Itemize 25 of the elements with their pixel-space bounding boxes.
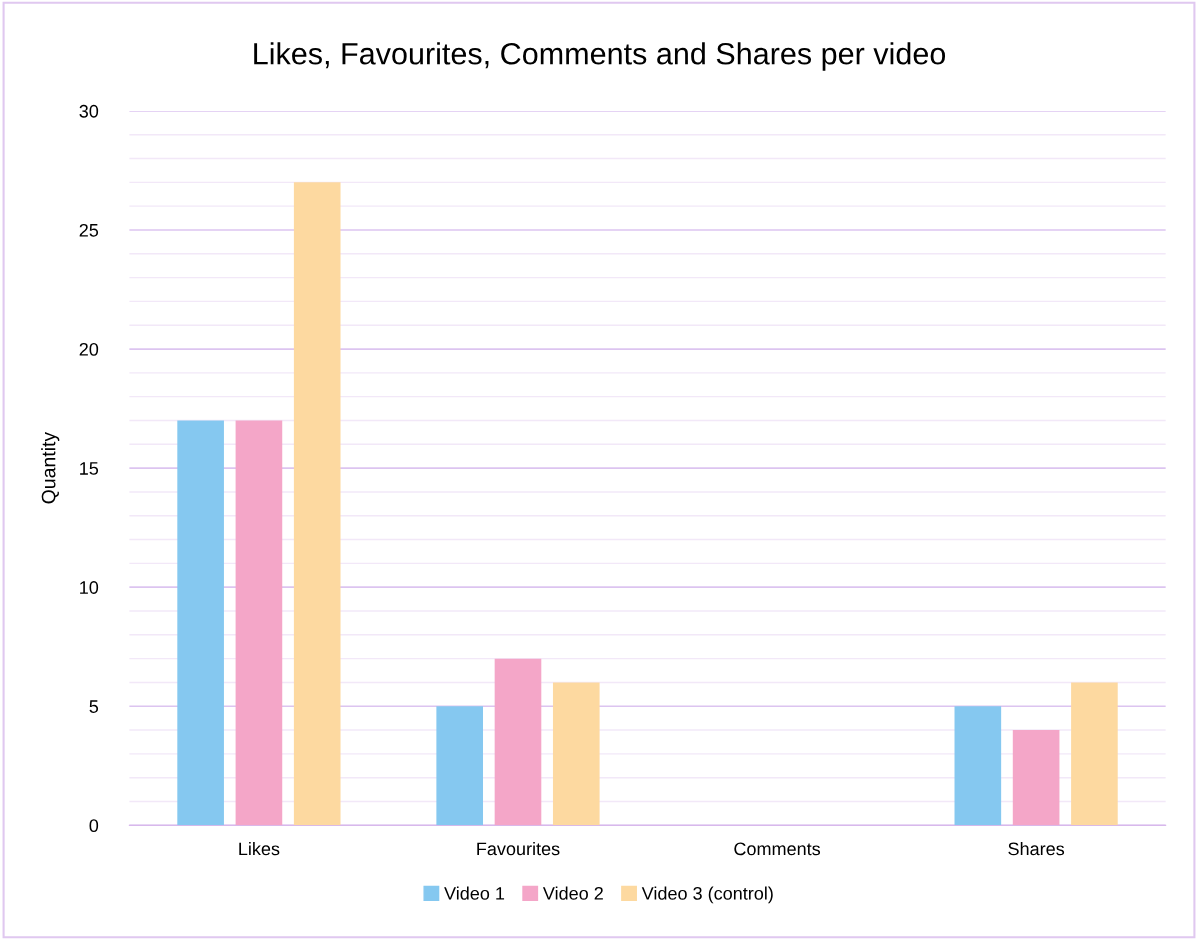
- x-tick-label: Shares: [1008, 841, 1065, 856]
- bar: [954, 706, 1002, 826]
- y-tick-label: 0: [89, 819, 99, 833]
- y-tick-label: 30: [79, 104, 99, 118]
- x-tick-label: Favourites: [477, 841, 560, 856]
- legend-label: Video 1: [444, 886, 505, 900]
- y-tick-label: 10: [80, 581, 99, 594]
- x-tick-label: Likes: [239, 841, 280, 856]
- y-tick-label: 15: [80, 462, 99, 475]
- x-tick-label: Comments: [734, 842, 821, 856]
- y-axis-title: Quantity: [41, 431, 60, 504]
- bar: [552, 682, 600, 826]
- bar: [494, 658, 542, 826]
- y-tick-label: 25: [79, 223, 99, 237]
- y-tick-label: 20: [79, 342, 99, 356]
- bar: [1071, 682, 1118, 826]
- bar: [293, 182, 341, 826]
- chart-title: Likes, Favourites, Comments and Shares per video: [254, 42, 946, 71]
- legend-label: Video 2: [542, 886, 603, 900]
- y-tick-label: 5: [89, 700, 99, 713]
- bar: [177, 420, 224, 826]
- legend-label: Video 3 (control): [641, 886, 773, 904]
- bar: [436, 706, 484, 826]
- bar: [1012, 730, 1060, 826]
- bar: [235, 420, 283, 826]
